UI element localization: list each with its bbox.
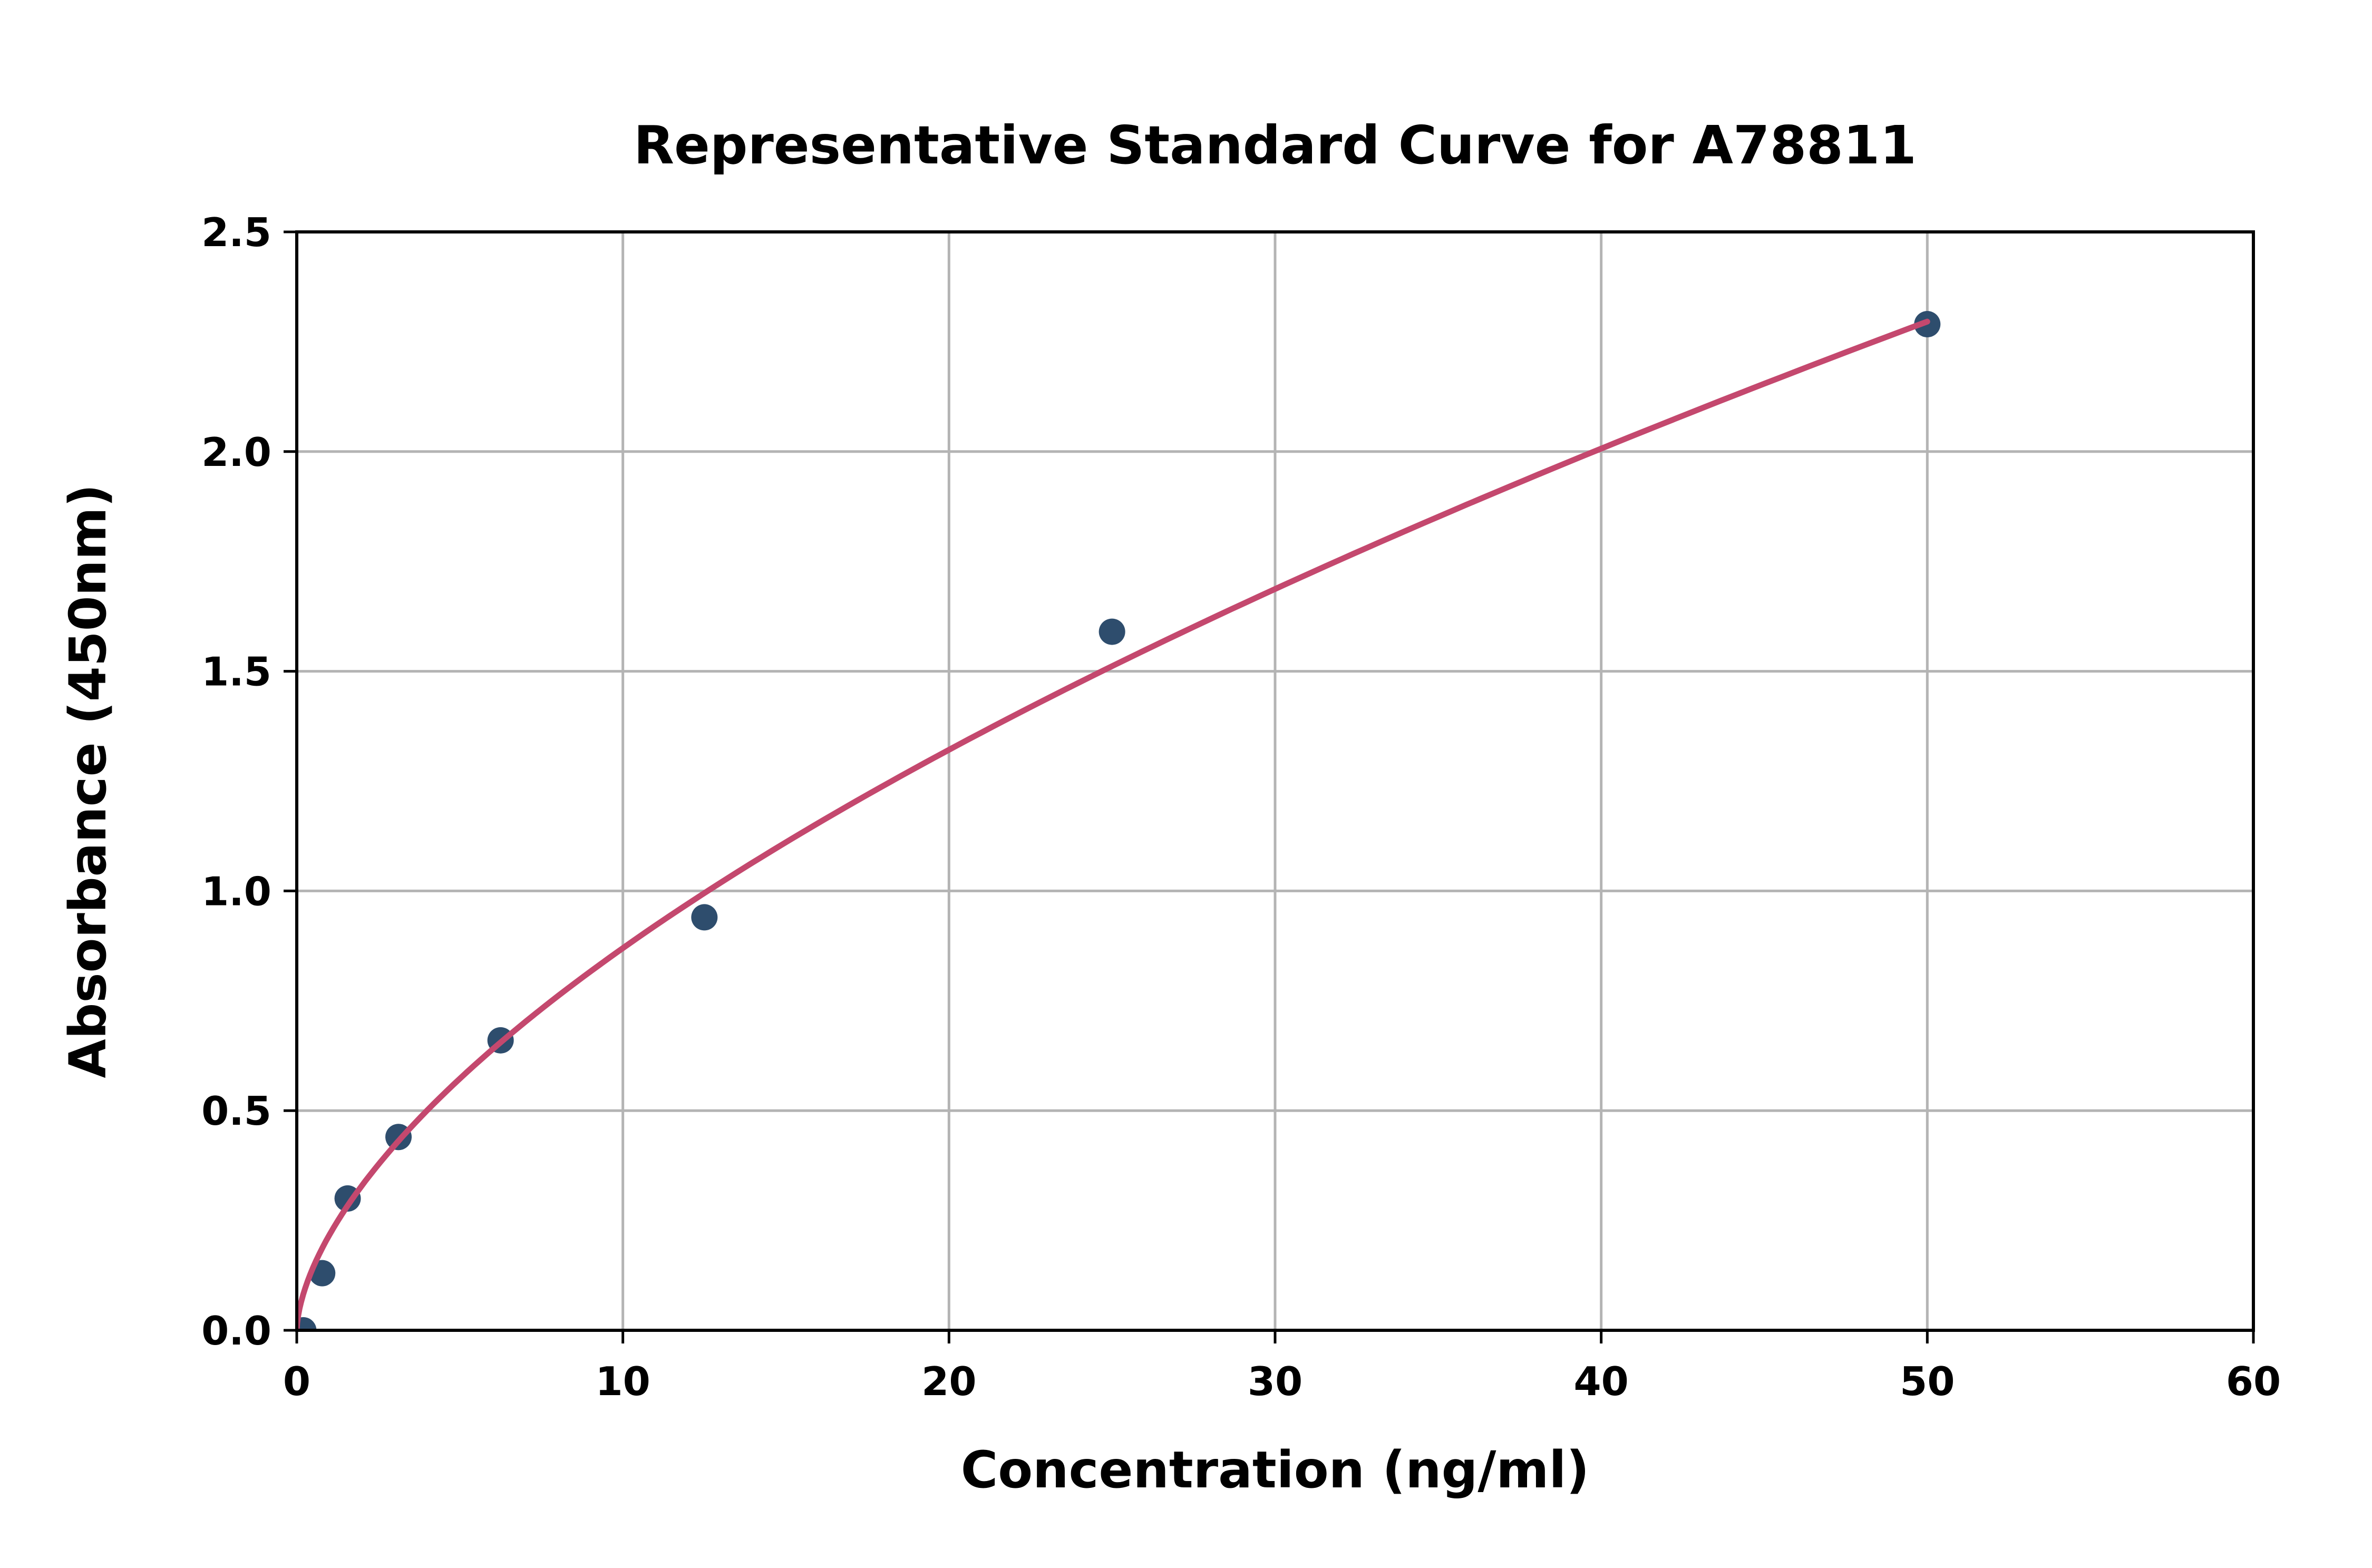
y-tick-label: 0.0: [201, 1308, 271, 1354]
y-tick-label: 2.0: [201, 429, 271, 475]
axis-tick-labels: 0 10 20 30 40 50 60 0.0 0.5 1.0 1.5 2.0 2.5: [201, 209, 2281, 1405]
fit-curve-line: [297, 318, 1930, 1330]
x-tick-label: 40: [1573, 1358, 1628, 1405]
data-point: [691, 904, 718, 931]
plot-data-layer: [297, 311, 1941, 1330]
chart-title: Representative Standard Curve for A78811: [634, 114, 1917, 176]
data-points: [297, 311, 1941, 1330]
y-tick-label: 0.5: [201, 1088, 271, 1134]
x-tick-label: 50: [1900, 1358, 1955, 1405]
y-tick-label: 1.5: [201, 649, 271, 695]
data-point: [297, 1317, 317, 1330]
x-tick-label: 60: [2226, 1358, 2281, 1405]
x-tick-label: 30: [1248, 1358, 1302, 1405]
x-axis-label: Concentration (ng/ml): [961, 1440, 1589, 1499]
y-tick-label: 2.5: [201, 209, 271, 256]
x-tick-label: 0: [283, 1358, 310, 1405]
gridlines: [297, 232, 2253, 1330]
axis-ticks: [284, 230, 2255, 1343]
x-tick-label: 20: [921, 1358, 976, 1405]
y-tick-label: 1.0: [201, 868, 271, 914]
x-tick-label: 10: [595, 1358, 650, 1405]
y-axis-label: Absorbance (450nm): [59, 484, 118, 1078]
data-point: [1098, 618, 1125, 645]
